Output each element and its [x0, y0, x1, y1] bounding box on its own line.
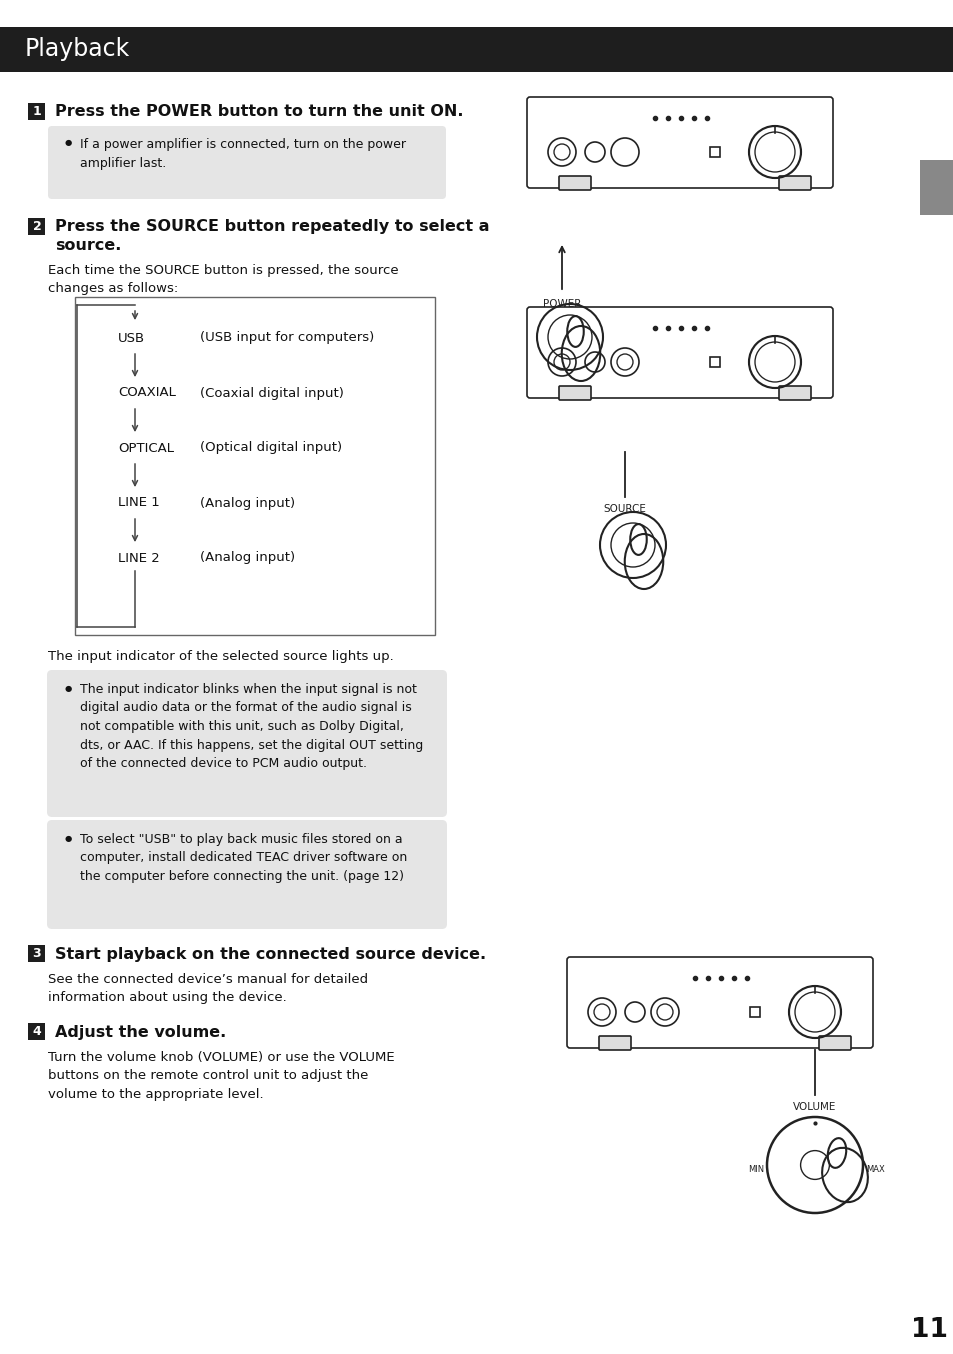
- FancyBboxPatch shape: [818, 1036, 850, 1049]
- FancyBboxPatch shape: [558, 176, 590, 190]
- Text: ●: ●: [64, 685, 71, 693]
- FancyBboxPatch shape: [47, 821, 447, 929]
- Text: Adjust the volume.: Adjust the volume.: [55, 1025, 226, 1040]
- FancyBboxPatch shape: [558, 386, 590, 399]
- FancyBboxPatch shape: [526, 307, 832, 398]
- Text: MIN: MIN: [747, 1166, 763, 1174]
- FancyBboxPatch shape: [48, 126, 446, 199]
- Text: The input indicator blinks when the input signal is not
digital audio data or th: The input indicator blinks when the inpu…: [80, 682, 423, 770]
- Text: Each time the SOURCE button is pressed, the source
changes as follows:: Each time the SOURCE button is pressed, …: [48, 264, 398, 295]
- Text: (Coaxial digital input): (Coaxial digital input): [200, 386, 343, 399]
- Bar: [75, 297, 435, 635]
- Text: USB: USB: [118, 332, 145, 344]
- Text: POWER: POWER: [542, 299, 580, 309]
- Text: Press the SOURCE button repeatedly to select a: Press the SOURCE button repeatedly to se…: [55, 219, 489, 234]
- Text: 4: 4: [32, 1025, 41, 1039]
- FancyBboxPatch shape: [526, 97, 832, 188]
- Text: 11: 11: [910, 1317, 947, 1343]
- Text: Press the POWER button to turn the unit ON.: Press the POWER button to turn the unit …: [55, 104, 463, 119]
- Bar: [749, 1007, 760, 1017]
- FancyBboxPatch shape: [779, 386, 810, 399]
- Bar: [29, 218, 46, 236]
- Text: See the connected device’s manual for detailed
information about using the devic: See the connected device’s manual for de…: [48, 974, 368, 1005]
- FancyBboxPatch shape: [47, 670, 447, 816]
- Bar: [0, 27, 953, 72]
- Text: The input indicator of the selected source lights up.: The input indicator of the selected sour…: [48, 650, 394, 663]
- Text: source.: source.: [55, 238, 121, 253]
- Text: Turn the volume knob (VOLUME) or use the VOLUME
buttons on the remote control un: Turn the volume knob (VOLUME) or use the…: [48, 1051, 395, 1101]
- Text: LINE 2: LINE 2: [118, 551, 159, 565]
- Bar: [709, 148, 720, 157]
- Bar: [29, 103, 46, 121]
- Text: ●: ●: [64, 834, 71, 844]
- Text: If a power amplifier is connected, turn on the power
amplifier last.: If a power amplifier is connected, turn …: [80, 138, 406, 169]
- Text: 1: 1: [32, 106, 41, 118]
- Text: 2: 2: [32, 219, 41, 233]
- FancyBboxPatch shape: [598, 1036, 630, 1049]
- Text: To select "USB" to play back music files stored on a
computer, install dedicated: To select "USB" to play back music files…: [80, 833, 407, 883]
- Bar: [29, 945, 46, 961]
- FancyBboxPatch shape: [779, 176, 810, 190]
- Bar: [29, 1024, 46, 1040]
- Text: (Optical digital input): (Optical digital input): [200, 441, 342, 455]
- Text: ●: ●: [64, 138, 71, 146]
- Text: (USB input for computers): (USB input for computers): [200, 332, 374, 344]
- Text: SOURCE: SOURCE: [603, 504, 646, 515]
- Text: COAXIAL: COAXIAL: [118, 386, 175, 399]
- Text: Playback: Playback: [25, 37, 131, 61]
- Text: VOLUME: VOLUME: [793, 1102, 836, 1112]
- Bar: [709, 357, 720, 367]
- Text: MAX: MAX: [865, 1166, 883, 1174]
- Text: 3: 3: [32, 946, 41, 960]
- FancyBboxPatch shape: [566, 957, 872, 1048]
- Text: OPTICAL: OPTICAL: [118, 441, 173, 455]
- Text: Start playback on the connected source device.: Start playback on the connected source d…: [55, 946, 486, 961]
- Bar: [919, 160, 953, 215]
- Text: (Analog input): (Analog input): [200, 497, 294, 509]
- Text: LINE 1: LINE 1: [118, 497, 159, 509]
- Text: (Analog input): (Analog input): [200, 551, 294, 565]
